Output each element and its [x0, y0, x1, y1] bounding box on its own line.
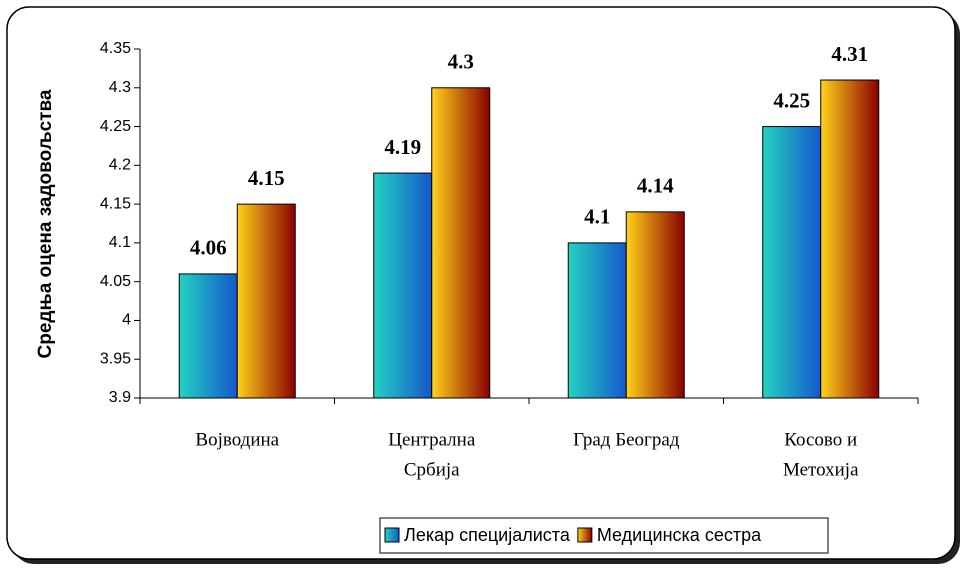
data-label: 4.31: [831, 42, 868, 66]
legend-label: Лекар специјалиста: [404, 525, 571, 545]
data-label: 4.19: [384, 135, 421, 159]
x-tick-label: Србија: [404, 459, 460, 480]
y-tick-label: 3.9: [109, 389, 131, 406]
y-tick-label: 4: [122, 312, 131, 329]
data-label: 4.25: [773, 88, 810, 112]
y-tick-label: 4.05: [100, 273, 131, 290]
y-axis-label: Средња оцена задовољства: [35, 89, 56, 358]
y-tick-label: 3.95: [100, 350, 131, 367]
x-tick-label: Метохија: [783, 459, 859, 480]
bar: [178, 273, 238, 399]
legend-box: [379, 517, 829, 554]
x-tick-label: Косово и: [784, 429, 857, 450]
y-tick-label: 4.35: [100, 40, 131, 57]
y-tick-label: 4.3: [109, 79, 131, 96]
x-tick-label: Војводина: [195, 429, 279, 450]
data-label: 4.1: [584, 205, 610, 229]
y-tick-label: 4.2: [109, 157, 131, 174]
bar: [431, 87, 491, 399]
y-tick-label: 4.15: [100, 195, 131, 212]
x-tick-label: Централна: [388, 429, 476, 450]
x-tick-label: Град Београд: [573, 429, 680, 450]
bar: [567, 242, 627, 399]
bar: [236, 203, 296, 399]
y-tick-label: 4.25: [100, 118, 131, 135]
legend-swatch: [577, 527, 593, 543]
data-label: 4.06: [190, 236, 227, 260]
legend-swatch: [384, 527, 400, 543]
data-label: 4.15: [248, 166, 285, 190]
bar: [820, 79, 880, 399]
data-label: 4.3: [448, 50, 474, 74]
bar: [373, 172, 433, 399]
data-label: 4.14: [637, 174, 674, 198]
bar: [762, 126, 822, 399]
y-tick-label: 4.1: [109, 234, 131, 251]
legend-label: Медицинска сестра: [597, 525, 762, 545]
bar: [625, 211, 685, 399]
